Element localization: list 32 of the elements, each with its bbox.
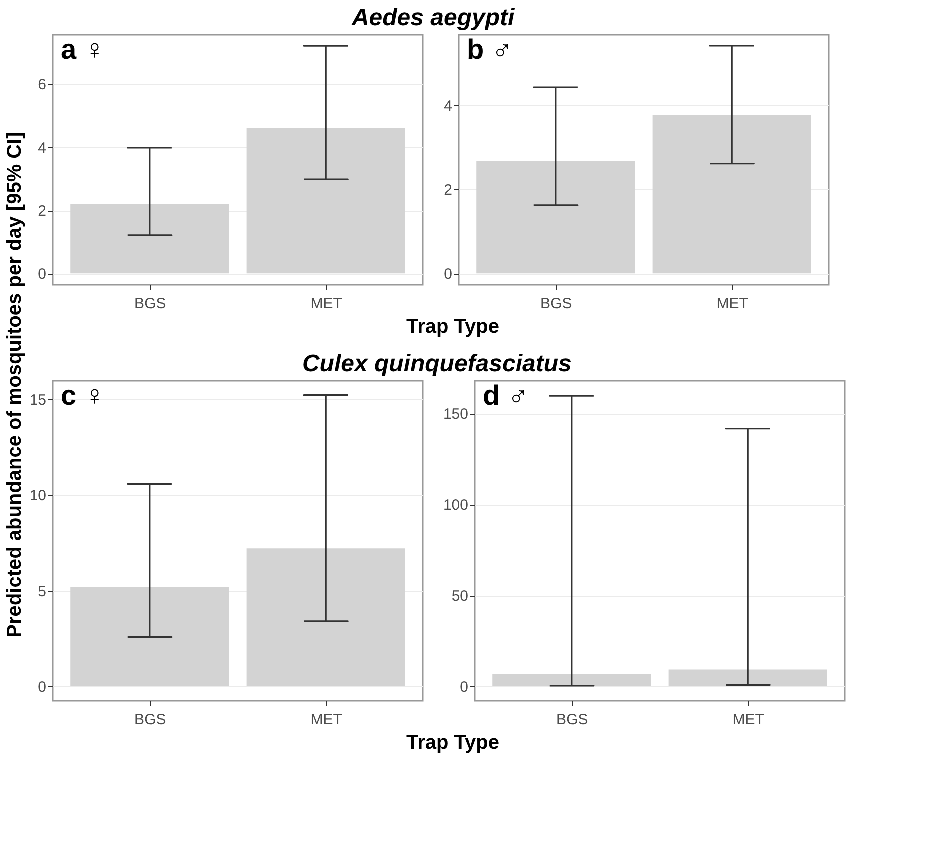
y-tick-label: 10 xyxy=(30,488,46,505)
x-axis-title: Trap Type xyxy=(406,732,500,754)
chart-title: Culex quinquefasciatus xyxy=(302,350,572,378)
x-tick-label: MET xyxy=(310,712,342,728)
y-axis-title: Predicted abundance of mosquitoes per day [95% CI] xyxy=(4,132,26,638)
x-tick-label: BGS xyxy=(134,296,166,312)
annotation: a ♀ xyxy=(61,34,106,65)
y-tick-label: 6 xyxy=(38,76,46,94)
y-tick-label: 0 xyxy=(444,266,452,284)
x-tick-label: BGS xyxy=(540,296,572,312)
y-tick-label: 150 xyxy=(443,406,468,424)
chart-title: Aedes aegypti xyxy=(350,4,516,32)
y-tick-label: 5 xyxy=(38,583,46,600)
annotation: b ♂ xyxy=(467,34,513,65)
y-tick-label: 0 xyxy=(38,266,46,284)
y-tick-label: 4 xyxy=(444,98,452,115)
y-tick-label: 2 xyxy=(38,203,46,220)
y-tick-label: 15 xyxy=(30,392,46,409)
x-tick-label: MET xyxy=(716,296,748,312)
annotation: d ♂ xyxy=(483,380,529,411)
y-tick-label: 100 xyxy=(443,497,468,514)
x-tick-label: BGS xyxy=(134,712,166,728)
y-tick-label: 0 xyxy=(460,678,468,696)
x-tick-label: MET xyxy=(732,712,764,728)
y-tick-label: 50 xyxy=(452,588,468,606)
x-axis-title: Trap Type xyxy=(406,316,500,338)
annotation: c ♀ xyxy=(61,380,106,411)
y-tick-label: 0 xyxy=(38,678,46,696)
x-tick-label: MET xyxy=(310,296,342,312)
y-tick-label: 2 xyxy=(444,182,452,199)
y-tick-label: 4 xyxy=(38,140,46,157)
x-tick-label: BGS xyxy=(556,712,588,728)
